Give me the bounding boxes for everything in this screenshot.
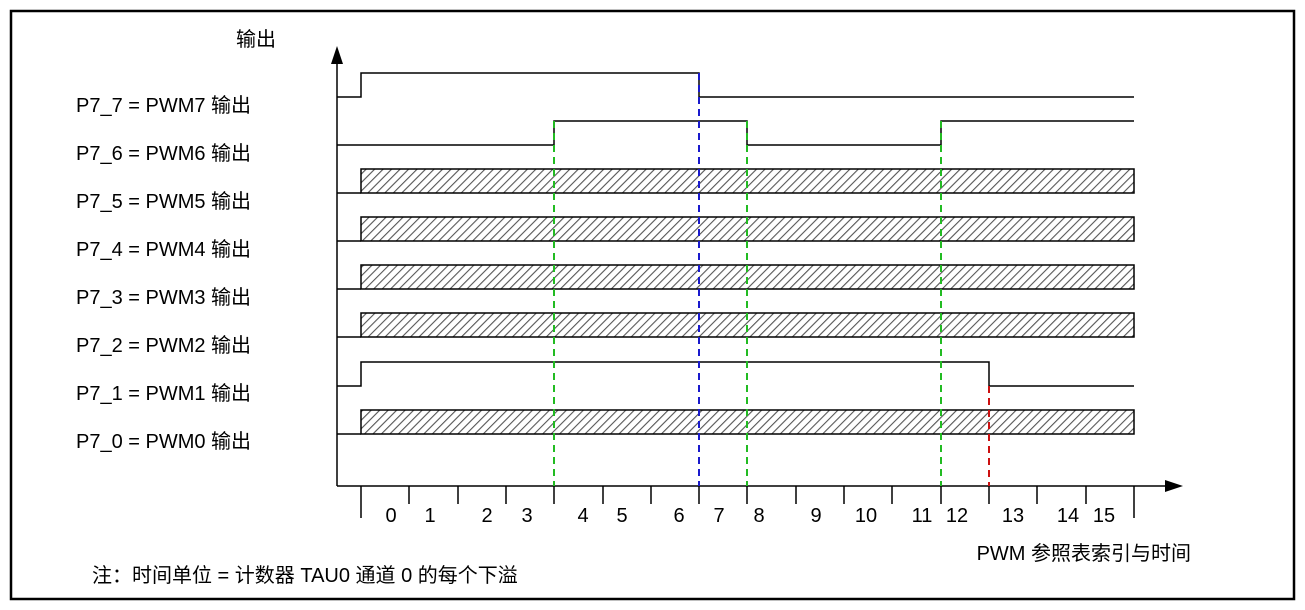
signal-label-pwm4: P7_4 = PWM4 输出	[76, 238, 251, 261]
y-axis-arrow	[331, 46, 343, 64]
tick-label-6: 6	[673, 505, 684, 527]
tick-label-11: 11	[912, 505, 933, 527]
signal-label-pwm2: P7_2 = PWM2 输出	[76, 334, 251, 357]
tick-label-10: 10	[855, 505, 877, 527]
tick-label-5: 5	[616, 505, 627, 527]
outer-frame	[9, 9, 1296, 601]
waveform-pwm1	[337, 361, 1134, 387]
tick-label-4: 4	[577, 505, 588, 527]
tick-label-2: 2	[481, 505, 492, 527]
x-axis-label: PWM 参照表索引与时间	[977, 542, 1191, 565]
tick-label-3: 3	[521, 505, 532, 527]
tick-label-8: 8	[753, 505, 764, 527]
x-axis-arrow	[1165, 480, 1183, 492]
tick-label-15: 15	[1093, 505, 1115, 527]
x-axis-ticks	[360, 486, 1135, 518]
waveform-pwm6	[337, 120, 1134, 146]
time-markers	[553, 73, 990, 486]
tick-label-13: 13	[1002, 505, 1024, 527]
tick-label-14: 14	[1057, 505, 1079, 527]
tick-label-9: 9	[810, 505, 821, 527]
signal-label-pwm5: P7_5 = PWM5 输出	[76, 190, 251, 213]
signal-label-pwm7: P7_7 = PWM7 输出	[76, 94, 251, 117]
signal-labels: P7_7 = PWM7 输出 P7_6 = PWM6 输出 P7_5 = PWM…	[76, 94, 251, 453]
waveform-pwm7	[337, 72, 1134, 98]
signal-label-pwm3: P7_3 = PWM3 输出	[76, 286, 251, 309]
x-axis-tick-labels: 0 1 2 3 4 5 6 7 8 9 10 11 12 13 14 15	[385, 505, 1115, 527]
hatched-waveforms	[337, 168, 1135, 435]
tick-label-0: 0	[385, 505, 396, 527]
y-axis-label: 输出	[236, 28, 276, 51]
tick-label-12: 12	[946, 505, 968, 527]
signal-label-pwm6: P7_6 = PWM6 输出	[76, 142, 251, 165]
tick-label-1: 1	[424, 505, 435, 527]
signal-label-pwm0: P7_0 = PWM0 输出	[76, 430, 251, 453]
tick-label-7: 7	[713, 505, 724, 527]
signal-label-pwm1: P7_1 = PWM1 输出	[76, 382, 251, 405]
footnote: 注：时间单位 = 计数器 TAU0 通道 0 的每个下溢	[92, 564, 518, 587]
